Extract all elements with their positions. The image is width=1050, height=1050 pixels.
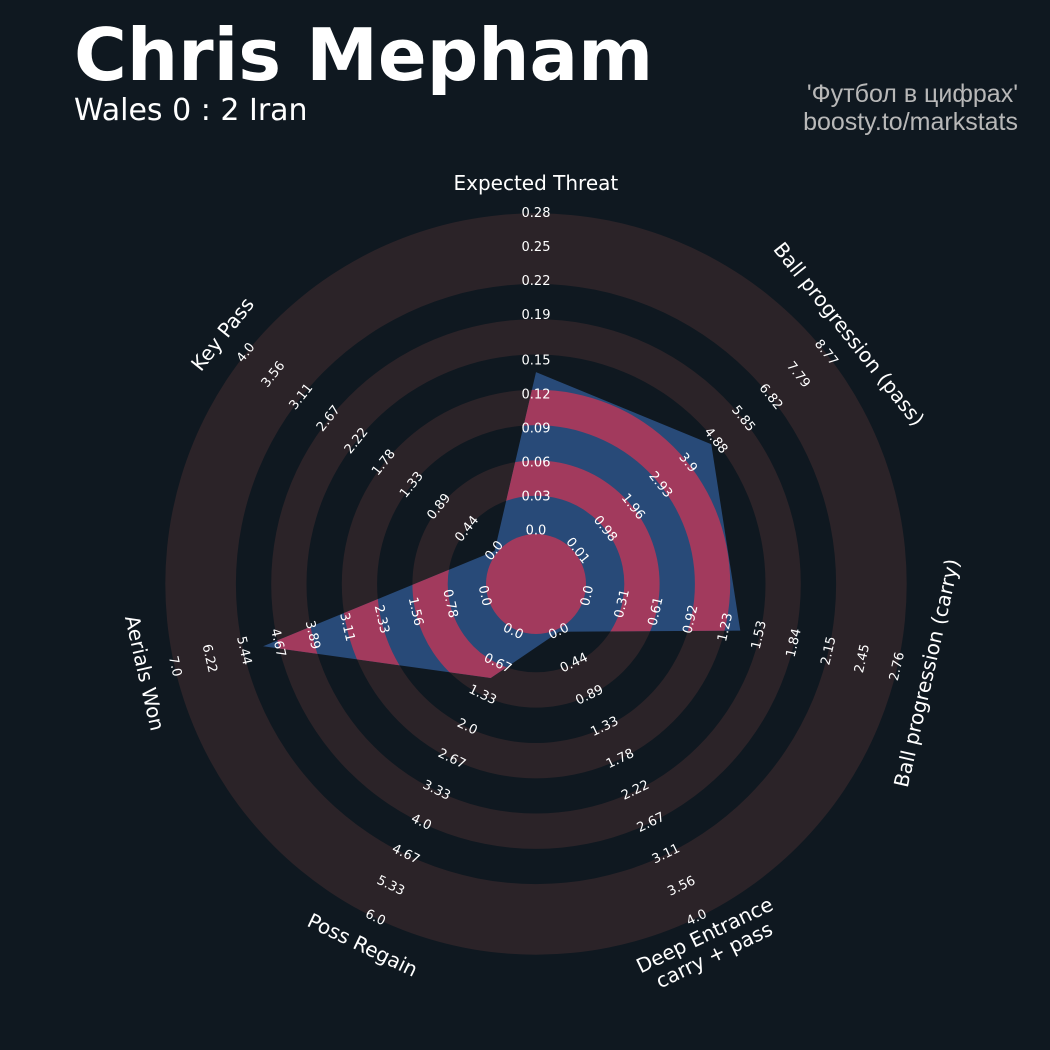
tick-label: 1.23 <box>715 612 736 644</box>
credits: 'Футбол в цифрах' boosty.to/markstats <box>803 80 1018 136</box>
tick-label: 2.76 <box>887 651 908 683</box>
tick-label: 3.89 <box>302 619 323 651</box>
tick-label: 0.09 <box>522 421 551 436</box>
tick-label: 4.67 <box>267 627 288 659</box>
tick-label: 0.92 <box>680 604 701 636</box>
tick-label: 5.44 <box>233 635 254 667</box>
tick-label: 0.31 <box>612 588 633 620</box>
subtitle: Wales 0 : 2 Iran <box>74 93 308 128</box>
tick-label: 0.06 <box>522 455 551 470</box>
credit-line: 'Футбол в цифрах' <box>806 80 1018 108</box>
tick-label: 2.45 <box>852 643 873 675</box>
center-circle <box>486 534 586 634</box>
tick-label: 1.84 <box>784 627 805 659</box>
tick-label: 0.19 <box>522 308 551 323</box>
tick-label: 0.61 <box>646 596 667 628</box>
tick-label: 3.11 <box>336 611 357 643</box>
credit-line: boosty.to/markstats <box>803 108 1018 136</box>
tick-label: 0.03 <box>522 489 551 504</box>
tick-label: 0.25 <box>522 240 551 255</box>
tick-label: 0.22 <box>522 274 551 289</box>
tick-label: 0.0 <box>475 584 494 608</box>
title: Chris Mepham <box>74 13 654 97</box>
tick-label: 0.0 <box>526 524 547 539</box>
tick-label: 7.0 <box>165 655 184 679</box>
tick-label: 1.53 <box>749 619 770 651</box>
tick-label: 0.12 <box>522 387 551 402</box>
param-label: Expected Threat <box>453 171 619 196</box>
tick-label: 0.28 <box>522 206 551 221</box>
tick-label: 2.33 <box>371 604 392 636</box>
tick-label: 6.22 <box>199 643 220 675</box>
tick-label: 0.0 <box>578 584 597 608</box>
tick-label: 0.78 <box>439 588 460 620</box>
tick-label: 0.15 <box>522 353 551 368</box>
tick-label: 1.56 <box>405 596 426 628</box>
tick-label: 2.15 <box>818 635 839 667</box>
